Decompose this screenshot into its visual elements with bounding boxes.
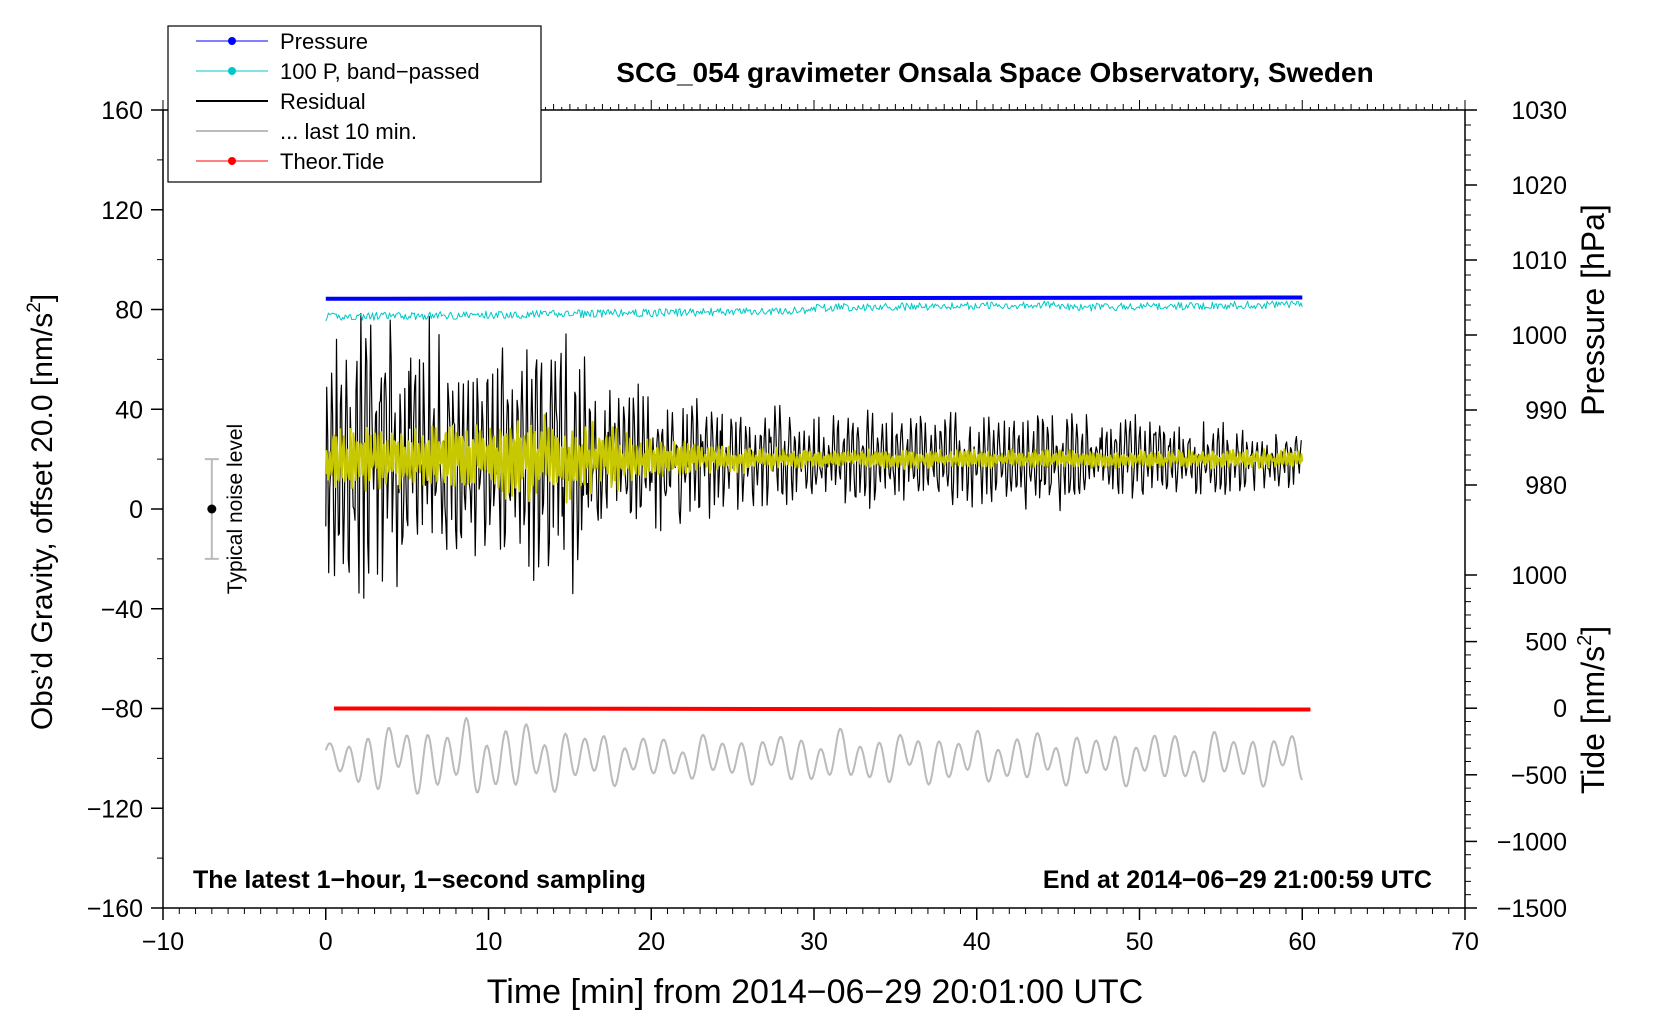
- x-tick-label: 70: [1451, 928, 1479, 956]
- legend-label: ... last 10 min.: [280, 119, 417, 144]
- y-tick-label: −120: [87, 795, 143, 823]
- y-axis-label-tide-close: ]: [1575, 626, 1611, 635]
- tide-tick-label: −1500: [1497, 895, 1567, 923]
- y-tick-label: 80: [115, 297, 143, 325]
- y-axis-label-tide-text: Tide [nm/s: [1575, 646, 1611, 794]
- legend-marker: [228, 37, 236, 45]
- x-tick-label: 60: [1288, 928, 1316, 956]
- y-tick-label: 120: [101, 197, 143, 225]
- legend-label: Theor.Tide: [280, 149, 384, 174]
- y-tick-label: −80: [101, 696, 143, 724]
- series-line-last10-yellow: [324, 414, 1304, 504]
- y-axis-label-pressure: Pressure [hPa]: [1575, 204, 1611, 416]
- tide-tick-label: 500: [1525, 629, 1567, 657]
- x-tick-label: 20: [637, 928, 665, 956]
- chart-title: SCG_054 gravimeter Onsala Space Observat…: [616, 57, 1373, 88]
- end-time-annotation: End at 2014−06−29 21:00:59 UTC: [1043, 866, 1432, 894]
- axes: −10 0 10 20 30 40 50 60 70−160−120−80−4004080120…: [87, 97, 1567, 956]
- legend-label: Residual: [280, 89, 366, 114]
- noise-bar-center: [207, 504, 217, 514]
- series-line-last10-grey: [324, 717, 1304, 795]
- tide-tick-label: 1000: [1511, 562, 1567, 590]
- y-axis-label-tide-sup: 2: [1574, 635, 1596, 646]
- legend-marker: [228, 157, 236, 165]
- y-axis-label-left-text: Obs’d Gravity, offset 20.0 [nm/s: [26, 313, 59, 730]
- noise-level-label: Typical noise level: [224, 424, 247, 594]
- x-tick-label: 40: [963, 928, 991, 956]
- y-axis-label-left-close: ]: [26, 294, 59, 302]
- plot-area: [204, 295, 1311, 795]
- y-axis-label-left-sup: 2: [24, 302, 45, 313]
- y-tick-label: −160: [87, 895, 143, 923]
- pressure-tick-label: 980: [1525, 472, 1567, 500]
- series-line-residual: [325, 312, 1302, 599]
- x-axis-label: Time [min] from 2014−06−29 20:01:00 UTC: [487, 973, 1143, 1011]
- y-tick-label: 40: [115, 396, 143, 424]
- series-line-pressure: [325, 295, 1303, 301]
- legend-box: [167, 25, 542, 183]
- pressure-tick-label: 1030: [1511, 97, 1567, 125]
- y-tick-label: −40: [101, 596, 143, 624]
- legend: Pressure 100 P, band−passed Residual ... la…: [167, 25, 542, 183]
- series-line-pressure-bandpassed: [325, 300, 1303, 322]
- legend-label: 100 P, band−passed: [280, 59, 480, 84]
- pressure-tick-label: 1020: [1511, 172, 1567, 200]
- x-tick-label: 50: [1126, 928, 1154, 956]
- y-axis-label-tide: Tide [nm/s2]: [1574, 626, 1611, 794]
- x-tick-label: 30: [800, 928, 828, 956]
- pressure-tick-label: 990: [1525, 397, 1567, 425]
- tide-tick-label: −500: [1511, 762, 1567, 790]
- tide-tick-label: 0: [1553, 695, 1567, 723]
- tide-tick-label: −1000: [1497, 828, 1567, 856]
- y-tick-label: 0: [129, 496, 143, 524]
- y-axis-label-left: Obs’d Gravity, offset 20.0 [nm/s2]: [24, 294, 59, 730]
- x-tick-label: −10: [142, 928, 184, 956]
- series-line-tide: [333, 706, 1311, 712]
- x-tick-label: 10: [475, 928, 503, 956]
- sampling-annotation: The latest 1−hour, 1−second sampling: [193, 866, 646, 894]
- legend-label: Pressure: [280, 29, 368, 54]
- x-tick-label: 0: [319, 928, 333, 956]
- pressure-tick-label: 1000: [1511, 322, 1567, 350]
- y-tick-label: 160: [101, 97, 143, 125]
- pressure-tick-label: 1010: [1511, 247, 1567, 275]
- legend-marker: [228, 67, 236, 75]
